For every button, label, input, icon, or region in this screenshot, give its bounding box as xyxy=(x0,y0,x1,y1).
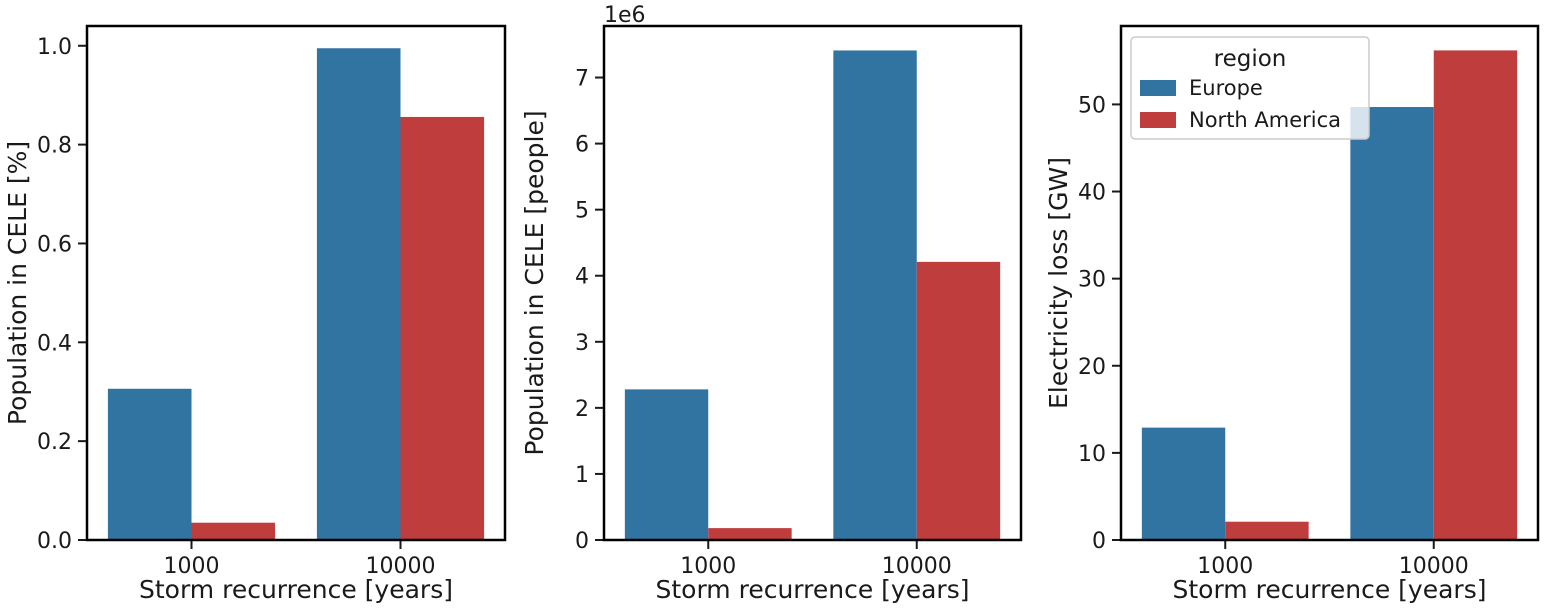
y-tick-label: 4 xyxy=(575,265,589,290)
x-tick-label: 10000 xyxy=(1399,554,1469,579)
legend-title: region xyxy=(1214,46,1287,72)
x-tick-label: 10000 xyxy=(882,554,952,579)
bar-europe-1000 xyxy=(624,389,709,540)
y-tick-label: 5 xyxy=(575,199,589,224)
y-tick-label: 40 xyxy=(1078,181,1106,206)
y-tick-label: 1.0 xyxy=(37,35,72,60)
bar-north-america-10000 xyxy=(1433,50,1518,540)
y-tick-label: 6 xyxy=(575,133,589,158)
y-tick-label: 0.2 xyxy=(37,430,72,455)
x-axis-label: Storm recurrence [years] xyxy=(1173,575,1487,604)
bar-north-america-1000 xyxy=(708,528,792,540)
x-tick-label: 10000 xyxy=(366,554,436,579)
axis-offset-text: 1e6 xyxy=(604,3,646,28)
bar-europe-1000 xyxy=(107,388,192,540)
x-tick-label: 1000 xyxy=(164,554,220,579)
y-tick-label: 0 xyxy=(1092,529,1106,554)
y-tick-label: 0.0 xyxy=(37,529,72,554)
x-tick-label: 1000 xyxy=(1197,554,1253,579)
legend-label: North America xyxy=(1189,108,1341,132)
axes-frame xyxy=(1119,24,1540,542)
bar-north-america-10000 xyxy=(916,261,1001,540)
y-tick-label: 2 xyxy=(575,397,589,422)
y-tick-label: 30 xyxy=(1078,268,1106,293)
x-tick-label: 1000 xyxy=(680,554,736,579)
y-tick-label: 3 xyxy=(575,331,589,356)
y-axis-label: Electricity loss [GW] xyxy=(1044,157,1073,409)
y-tick-label: 0.4 xyxy=(37,331,72,356)
y-tick-label: 0.6 xyxy=(37,232,72,257)
y-axis-label: Population in CELE [people] xyxy=(520,110,549,455)
legend: region Europe North America xyxy=(1130,36,1370,140)
bar-europe-10000 xyxy=(1350,107,1434,541)
legend-box xyxy=(1130,36,1370,140)
y-tick-label: 10 xyxy=(1078,442,1106,467)
bar-europe-10000 xyxy=(316,48,401,540)
y-tick-label: 20 xyxy=(1078,355,1106,380)
bar-europe-10000 xyxy=(833,50,917,540)
bar-north-america-1000 xyxy=(1225,521,1309,540)
legend-swatch-north-america xyxy=(1140,112,1176,128)
y-tick-label: 50 xyxy=(1078,93,1106,118)
y-tick-label: 1 xyxy=(575,463,589,488)
x-axis-label: Storm recurrence [years] xyxy=(139,575,453,604)
bar-europe-1000 xyxy=(1141,427,1226,540)
y-tick-label: 0 xyxy=(575,529,589,554)
y-axis-label: Population in CELE [%] xyxy=(3,141,32,425)
y-tick-label: 0.8 xyxy=(37,134,72,159)
y-tick-label: 7 xyxy=(575,67,589,92)
legend-label: Europe xyxy=(1189,76,1263,100)
axes-frame xyxy=(85,24,507,542)
bar-north-america-1000 xyxy=(191,522,276,540)
bar-north-america-10000 xyxy=(400,116,485,540)
axes-frame xyxy=(602,24,1023,542)
legend-swatch-europe xyxy=(1140,80,1176,96)
x-axis-label: Storm recurrence [years] xyxy=(656,575,970,604)
